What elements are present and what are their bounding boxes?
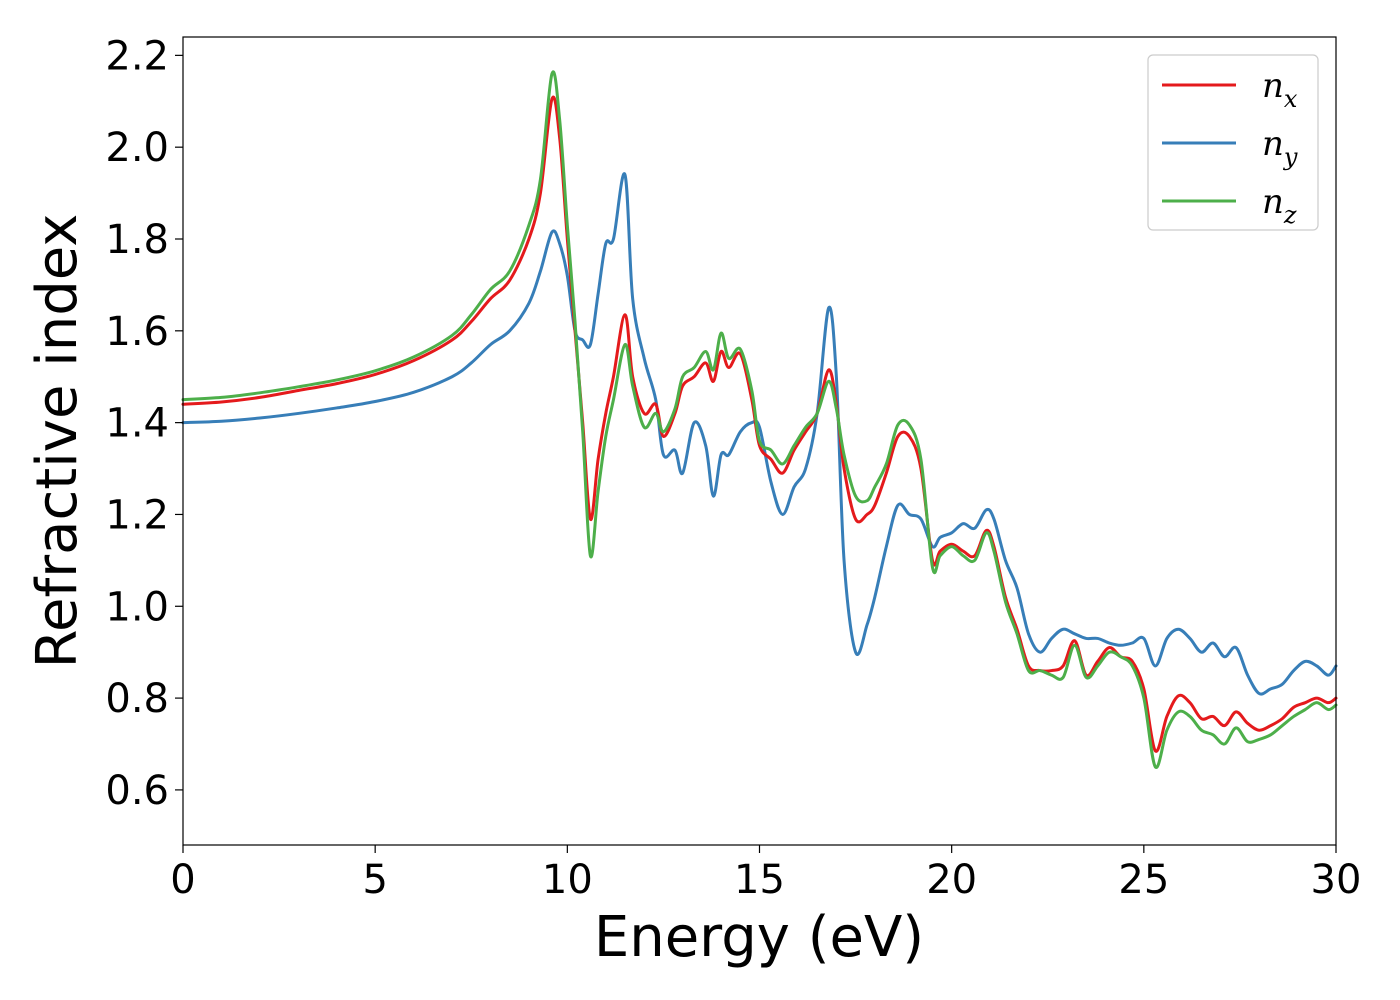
legend-entry-nx: nx xyxy=(1262,66,1298,113)
legend-entry-subscript: y xyxy=(1283,143,1298,171)
x-tick-label: 30 xyxy=(1311,857,1362,903)
x-axis: 0 5 10 15 20 25 30 xyxy=(170,845,1361,903)
y-tick-label: 0.6 xyxy=(105,768,169,814)
legend-entry-subscript: z xyxy=(1283,201,1297,229)
x-tick-label: 25 xyxy=(1118,857,1169,903)
y-tick-label: 1.2 xyxy=(105,492,169,538)
y-tick-label: 1.8 xyxy=(105,217,169,263)
x-tick-label: 20 xyxy=(926,857,977,903)
legend-entry-nz: nz xyxy=(1262,182,1297,229)
series-layer xyxy=(181,70,1338,769)
y-tick-label: 1.4 xyxy=(105,401,169,447)
y-axis-label: Refractive index xyxy=(25,214,90,669)
legend-entry-name: n xyxy=(1262,66,1284,106)
y-tick-label: 2.0 xyxy=(105,125,169,171)
x-tick-label: 10 xyxy=(542,857,593,903)
x-tick-label: 15 xyxy=(734,857,785,903)
x-tick-label: 0 xyxy=(170,857,195,903)
x-tick-label: 5 xyxy=(362,857,387,903)
y-tick-label: 1.6 xyxy=(105,309,169,355)
series-line-nz xyxy=(181,70,1338,769)
legend-entry-ny: ny xyxy=(1262,124,1298,171)
y-tick-label: 2.2 xyxy=(105,33,169,79)
x-axis-label: Energy (eV) xyxy=(594,905,924,970)
legend-entry-name: n xyxy=(1262,124,1284,164)
y-axis: 0.6 0.8 1.0 1.2 1.4 1.6 1.8 2.0 2.2 xyxy=(105,33,183,814)
y-tick-label: 0.8 xyxy=(105,676,169,722)
y-tick-label: 1.0 xyxy=(105,584,169,630)
series-line-ny xyxy=(181,172,1338,696)
legend-entry-name: n xyxy=(1262,182,1284,222)
legend-entry-subscript: x xyxy=(1284,85,1298,113)
